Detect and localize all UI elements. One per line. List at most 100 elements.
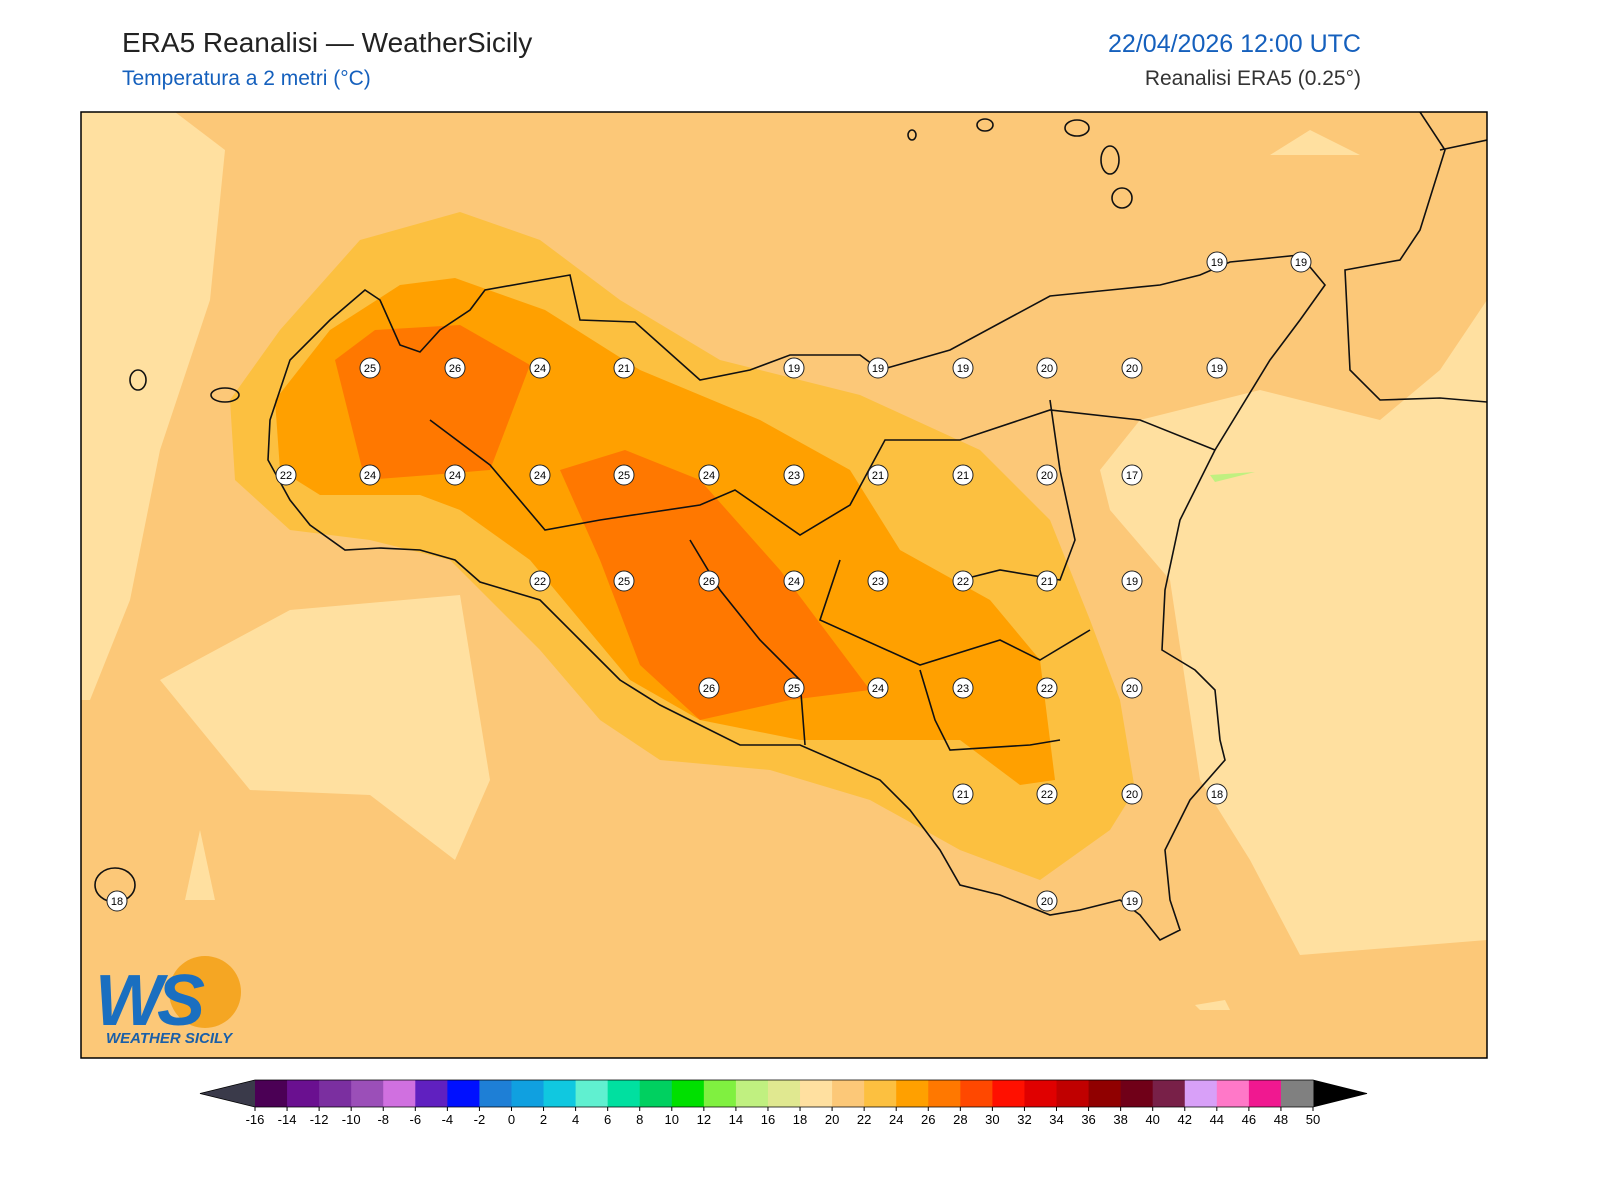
- station-value: 22: [957, 576, 969, 588]
- logo-name: WEATHER SICILY: [106, 1030, 234, 1047]
- station-marker: [1036, 783, 1058, 805]
- colorbar-tick-label: -10: [342, 1112, 361, 1127]
- station: 19: [783, 357, 805, 379]
- colorbar-bin: [703, 1080, 737, 1107]
- station: 18: [1206, 783, 1228, 805]
- colorbar-tick-label: 44: [1210, 1112, 1224, 1127]
- station: 22: [275, 464, 297, 486]
- colorbar-tick-label: 26: [921, 1112, 935, 1127]
- station-marker: [1121, 570, 1143, 592]
- station: 23: [952, 677, 974, 699]
- station-marker: [529, 464, 551, 486]
- colorbar-tick-label: 40: [1145, 1112, 1159, 1127]
- colorbar-bin: [992, 1080, 1025, 1107]
- colorbar-tick-label: 18: [793, 1112, 807, 1127]
- colorbar-bin: [607, 1080, 641, 1107]
- station-value: 24: [534, 363, 546, 375]
- station-marker: [867, 357, 889, 379]
- title: ERA5 Reanalisi — WeatherSicily: [122, 27, 532, 58]
- colorbar-bin: [287, 1080, 320, 1107]
- station-marker: [106, 890, 128, 912]
- coastline: [94, 112, 1487, 942]
- station-value: 20: [1041, 363, 1053, 375]
- station: 23: [867, 570, 889, 592]
- colorbar-tick-label: 4: [572, 1112, 579, 1127]
- colorbar-tick-label: 2: [540, 1112, 547, 1127]
- colorbar-tick-label: 10: [665, 1112, 679, 1127]
- station-value: 24: [534, 470, 546, 482]
- colorbar-tick-label: -4: [442, 1112, 454, 1127]
- colorbar-bin: [639, 1080, 673, 1107]
- station-marker: [1206, 783, 1228, 805]
- colorbar-bin: [511, 1080, 545, 1107]
- station-marker: [952, 357, 974, 379]
- station-value: 24: [449, 470, 461, 482]
- station-marker: [952, 783, 974, 805]
- station-value: 19: [1295, 257, 1307, 269]
- colorbar-tick-label: 46: [1242, 1112, 1256, 1127]
- station: 23: [783, 464, 805, 486]
- station: 19: [1121, 570, 1143, 592]
- station: 25: [613, 464, 635, 486]
- station-marker: [867, 570, 889, 592]
- subtitle: Temperatura a 2 metri (°C): [122, 67, 371, 90]
- station-marker: [952, 677, 974, 699]
- field: [1270, 130, 1360, 155]
- station: 19: [1206, 357, 1228, 379]
- station-marker: [1290, 251, 1312, 273]
- source: Reanalisi ERA5 (0.25°): [1145, 67, 1361, 90]
- station-value: 19: [1211, 363, 1223, 375]
- station-marker: [359, 357, 381, 379]
- station-value: 26: [703, 683, 715, 695]
- colorbar-tick-label: 30: [985, 1112, 999, 1127]
- map-frame: [80, 111, 1488, 1059]
- station-value: 20: [1126, 683, 1138, 695]
- station-marker: [613, 357, 635, 379]
- station: 21: [613, 357, 635, 379]
- colorbar-tick-label: 32: [1017, 1112, 1031, 1127]
- station: 21: [952, 464, 974, 486]
- station: 20: [1121, 357, 1143, 379]
- station-marker: [1036, 357, 1058, 379]
- colorbar-tick-label: 16: [761, 1112, 775, 1127]
- station-value: 21: [872, 470, 884, 482]
- station-marker: [698, 570, 720, 592]
- station: 19: [952, 357, 974, 379]
- station: 20: [1036, 890, 1058, 912]
- station-value: 23: [788, 470, 800, 482]
- colorbar-tick-label: 36: [1081, 1112, 1095, 1127]
- station: 20: [1121, 677, 1143, 699]
- colorbar-tick-label: 22: [857, 1112, 871, 1127]
- colorbar-over: [1313, 1080, 1367, 1107]
- station-value: 18: [1211, 789, 1223, 801]
- colorbar-tick-label: 12: [697, 1112, 711, 1127]
- station-marker: [1121, 677, 1143, 699]
- station-value: 20: [1041, 896, 1053, 908]
- station-value: 24: [788, 576, 800, 588]
- colorbar-bin: [960, 1080, 993, 1107]
- colorbar-tick-label: -2: [474, 1112, 486, 1127]
- station: 22: [529, 570, 551, 592]
- station-marker: [1036, 890, 1058, 912]
- colorbar-bin: [543, 1080, 577, 1107]
- colorbar-tick-label: -16: [246, 1112, 265, 1127]
- colorbar-bin: [1024, 1080, 1058, 1107]
- station: 24: [359, 464, 381, 486]
- station: 24: [444, 464, 466, 486]
- field: [160, 595, 490, 860]
- station: 19: [1121, 890, 1143, 912]
- station-marker: [698, 677, 720, 699]
- field: [81, 112, 225, 700]
- colorbar-bin: [896, 1080, 929, 1107]
- station-value: 25: [364, 363, 376, 375]
- colorbar-bin: [832, 1080, 865, 1107]
- station-value: 17: [1126, 470, 1138, 482]
- colorbar-tick-label: 38: [1113, 1112, 1127, 1127]
- station-value: 24: [364, 470, 376, 482]
- station-marker: [529, 357, 551, 379]
- station-marker: [1036, 570, 1058, 592]
- station-marker: [1036, 464, 1058, 486]
- colorbar-tick-label: -6: [410, 1112, 422, 1127]
- station-value: 20: [1126, 789, 1138, 801]
